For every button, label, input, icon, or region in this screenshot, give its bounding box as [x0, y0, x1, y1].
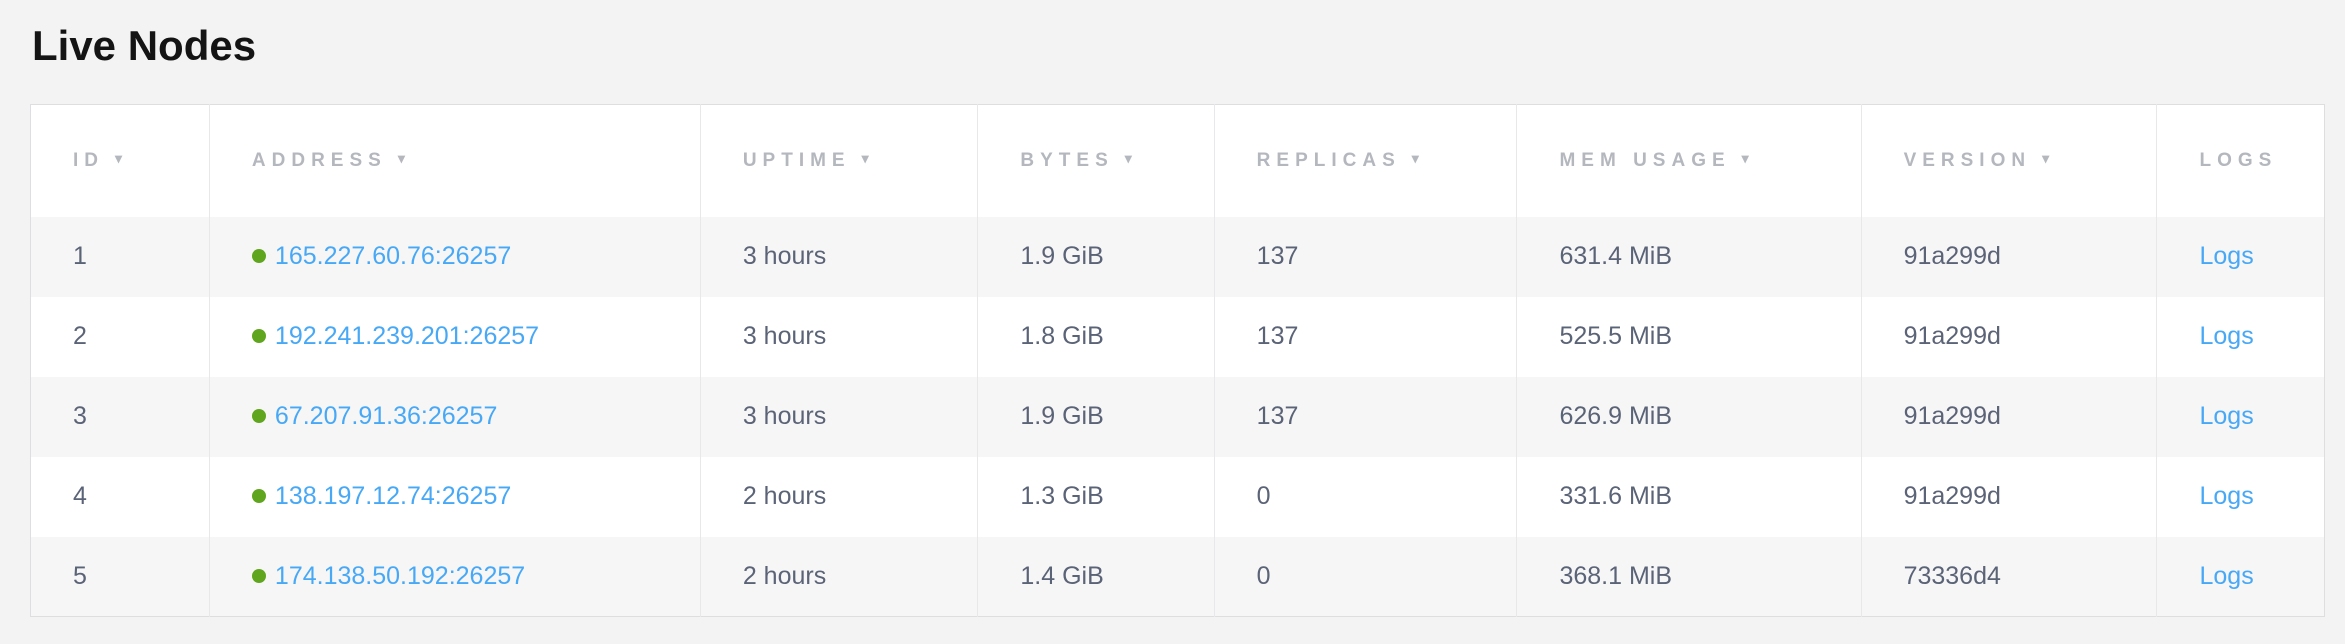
node-logs-cell: Logs [2156, 216, 2325, 297]
node-address-link[interactable]: 165.227.60.76:26257 [274, 242, 512, 270]
node-address-link[interactable]: 192.241.239.201:26257 [274, 322, 540, 350]
node-logs-cell: Logs [2156, 296, 2325, 377]
node-mem-usage-cell: 525.5 MiB [1516, 296, 1862, 377]
node-version-cell: 91a299d [1860, 296, 2157, 377]
node-logs-cell: Logs [2156, 536, 2325, 617]
sort-arrow-icon: ▾ [1124, 149, 1132, 166]
column-header-address[interactable]: ADDRESS ▾ [208, 104, 701, 217]
sort-arrow-icon: ▾ [1741, 149, 1749, 166]
node-mem-usage-cell: 631.4 MiB [1516, 216, 1862, 297]
table-row-node-1: 1 165.227.60.76:26257 3 hours 1.9 GiB 13… [30, 216, 2325, 297]
column-header-bytes[interactable]: BYTES ▾ [977, 104, 1215, 217]
node-id-cell: 4 [73, 482, 87, 510]
node-replicas-cell: 137 [1213, 376, 1517, 457]
sort-arrow-icon: ▾ [861, 149, 869, 166]
live-nodes-table: ID ▾ ADDRESS ▾ UPTIME ▾ BYTES ▾ REPLICAS ▾ ME… [30, 104, 2325, 617]
table-row-node-4: 4 138.197.12.74:26257 2 hours 1.3 GiB 0 … [30, 456, 2325, 537]
node-version-cell: 91a299d [1860, 456, 2157, 537]
sort-arrow-icon: ▾ [2042, 149, 2050, 166]
node-live-status-icon [251, 329, 266, 343]
column-header-version[interactable]: VERSION ▾ [1860, 104, 2157, 217]
node-replicas-cell: 0 [1213, 536, 1517, 617]
node-bytes-cell: 1.9 GiB [977, 216, 1215, 297]
node-id-cell: 3 [73, 402, 87, 430]
page-title: Live Nodes [32, 22, 257, 69]
column-header-mem-usage-label: MEM USAGE [1559, 149, 1731, 171]
node-mem-usage-cell: 368.1 MiB [1516, 536, 1862, 617]
node-address-link[interactable]: 67.207.91.36:26257 [274, 402, 498, 430]
logs-link[interactable]: Logs [2199, 322, 2254, 350]
column-header-uptime-label: UPTIME [742, 149, 851, 171]
node-bytes-cell: 1.3 GiB [977, 456, 1215, 537]
column-header-id[interactable]: ID ▾ [30, 104, 210, 217]
logs-link[interactable]: Logs [2199, 482, 2254, 510]
node-replicas-cell: 0 [1213, 456, 1517, 537]
sort-arrow-icon: ▾ [397, 149, 405, 166]
node-live-status-icon [251, 568, 266, 583]
node-address-link[interactable]: 138.197.12.74:26257 [274, 482, 512, 510]
sort-arrow-icon: ▾ [1411, 149, 1419, 166]
node-address-cell: 67.207.91.36:26257 [208, 376, 701, 457]
column-header-version-label: VERSION [1903, 149, 2032, 171]
column-header-replicas[interactable]: REPLICAS ▾ [1213, 104, 1517, 217]
node-bytes-cell: 1.4 GiB [977, 536, 1215, 617]
table-row-node-2: 2 192.241.239.201:26257 3 hours 1.8 GiB … [30, 296, 2325, 377]
node-live-status-icon [251, 249, 266, 263]
node-address-cell: 192.241.239.201:26257 [208, 296, 701, 377]
node-logs-cell: Logs [2156, 456, 2325, 537]
logs-link[interactable]: Logs [2199, 242, 2254, 270]
column-header-id-label: ID [73, 149, 104, 171]
node-replicas-cell: 137 [1213, 216, 1517, 297]
column-header-replicas-label: REPLICAS [1256, 149, 1401, 171]
node-version-cell: 91a299d [1860, 376, 2157, 457]
column-header-mem-usage[interactable]: MEM USAGE ▾ [1516, 104, 1862, 217]
node-address-cell: 138.197.12.74:26257 [208, 456, 701, 537]
node-address-link[interactable]: 174.138.50.192:26257 [274, 561, 526, 590]
node-logs-cell: Logs [2156, 376, 2325, 457]
live-nodes-page: Live Nodes ID ▾ ADDRESS ▾ UPTIME ▾ BYTES ▾ [30, 22, 2325, 617]
node-uptime-cell: 3 hours [699, 376, 978, 457]
node-address-cell: 174.138.50.192:26257 [208, 536, 701, 617]
node-uptime-cell: 2 hours [699, 456, 978, 537]
table-header-row: ID ▾ ADDRESS ▾ UPTIME ▾ BYTES ▾ REPLICAS ▾ ME… [30, 104, 2325, 217]
node-id-cell: 1 [73, 242, 87, 270]
node-uptime-cell: 3 hours [699, 296, 978, 377]
node-live-status-icon [251, 409, 266, 423]
column-header-uptime[interactable]: UPTIME ▾ [699, 104, 978, 217]
node-bytes-cell: 1.9 GiB [977, 376, 1215, 457]
node-id-cell: 5 [73, 561, 87, 590]
column-header-logs: LOGS [2156, 104, 2325, 217]
node-address-cell: 165.227.60.76:26257 [208, 216, 701, 297]
sort-arrow-icon: ▾ [115, 149, 123, 166]
node-uptime-cell: 2 hours [699, 536, 978, 617]
column-header-bytes-label: BYTES [1020, 149, 1114, 171]
node-mem-usage-cell: 626.9 MiB [1516, 376, 1862, 457]
column-header-logs-label: LOGS [2199, 149, 2278, 171]
node-bytes-cell: 1.8 GiB [977, 296, 1215, 377]
node-mem-usage-cell: 331.6 MiB [1516, 456, 1862, 537]
logs-link[interactable]: Logs [2199, 561, 2254, 590]
node-version-cell: 73336d4 [1860, 536, 2157, 617]
node-uptime-cell: 3 hours [699, 216, 978, 297]
table-row-node-3: 3 67.207.91.36:26257 3 hours 1.9 GiB 137… [30, 376, 2325, 457]
node-live-status-icon [251, 489, 266, 503]
node-id-cell: 2 [73, 322, 87, 350]
column-header-address-label: ADDRESS [251, 149, 387, 171]
node-version-cell: 91a299d [1860, 216, 2157, 297]
node-replicas-cell: 137 [1213, 296, 1517, 377]
logs-link[interactable]: Logs [2199, 402, 2254, 430]
table-row-node-5: 5 174.138.50.192:26257 2 hours 1.4 GiB 0… [30, 536, 2325, 617]
